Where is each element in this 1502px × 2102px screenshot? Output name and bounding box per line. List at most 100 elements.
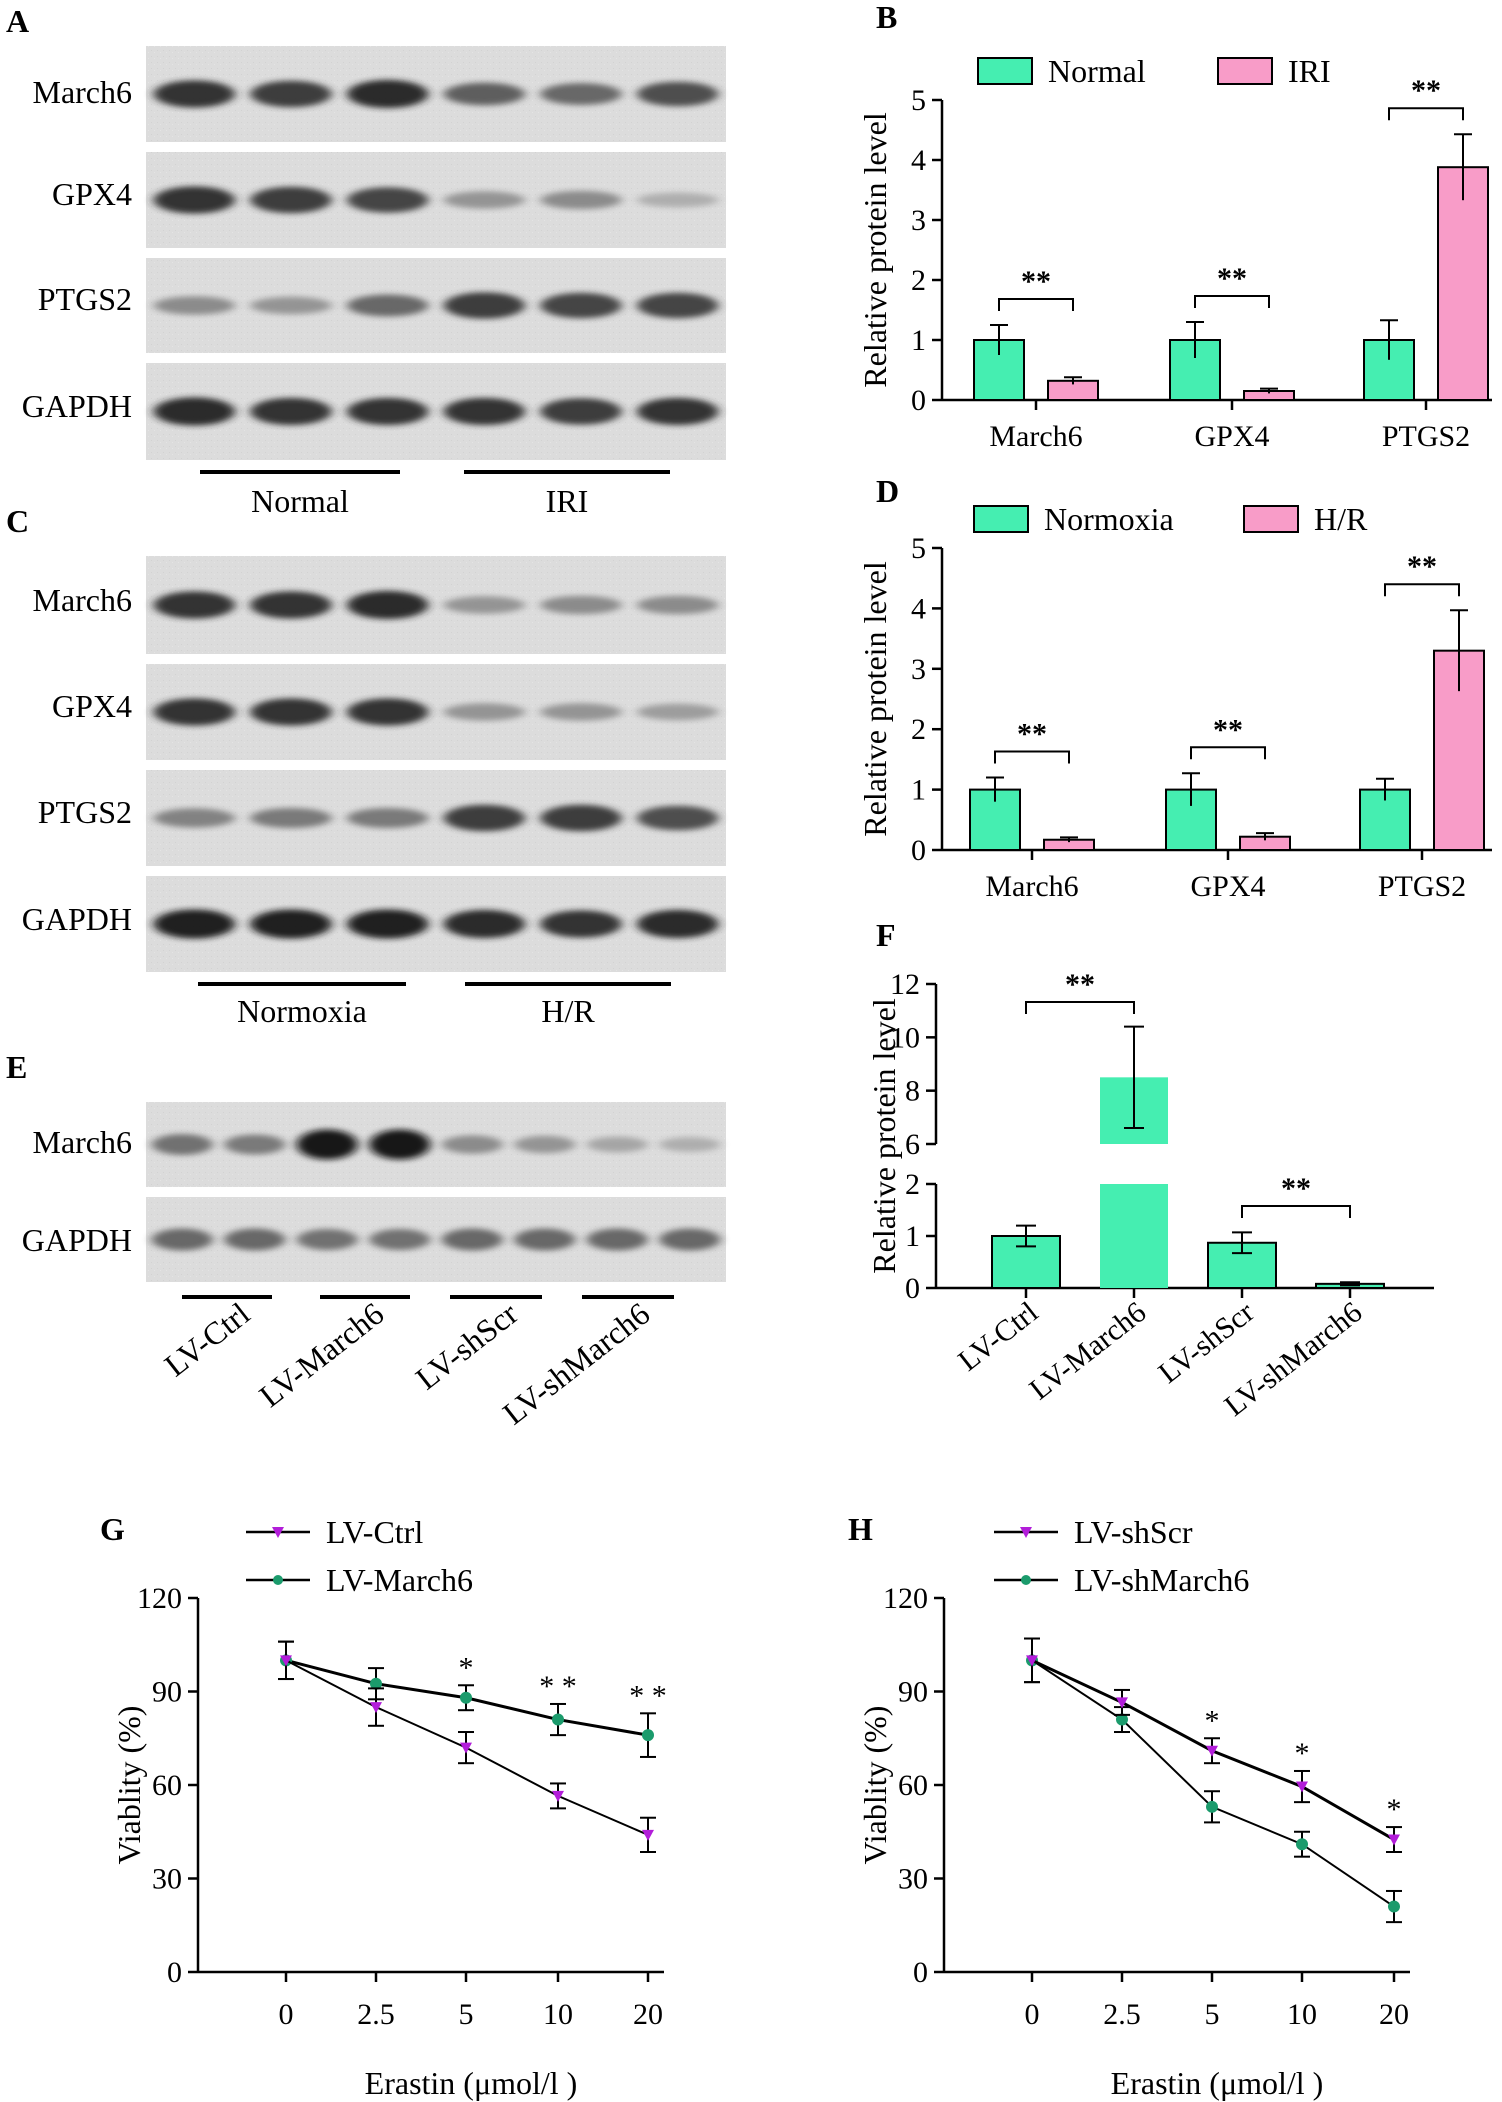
legend-marker-g-1	[273, 1575, 283, 1585]
blot-e-band-r0-l6	[586, 1136, 648, 1153]
x-tick-label-g-1: 2.5	[357, 1998, 395, 2031]
blot-c-band-r3-l0	[153, 909, 235, 939]
y-tick-label-f-6: 12	[890, 968, 920, 1001]
y-axis-title-h: Viablity (%)	[857, 1706, 893, 1865]
sig-bracket-f-1	[1241, 1205, 1351, 1218]
panel-b: B Normal IRI 0 1 2 3 4 5 Relative protein level M…	[857, 0, 1492, 453]
blot-a-band-r0-l1	[250, 80, 332, 108]
blot-c-band-r2-l4	[540, 804, 622, 832]
y-tick-label-b-4: 4	[911, 144, 926, 177]
x-tick-label-b-2: PTGS2	[1382, 420, 1470, 453]
blot-a-label-gapdh: GAPDH	[22, 388, 132, 424]
sig-bracket-d-2	[1384, 583, 1460, 597]
panel-d-letter: D	[876, 473, 899, 509]
panel-g-letter: G	[100, 1511, 125, 1547]
sig-label-d-0: **	[1017, 718, 1047, 751]
blot-a-band-r0-l5	[637, 81, 719, 107]
x-tick-label-h-2: 5	[1205, 1998, 1220, 2031]
y-tick-label-g-3: 90	[152, 1676, 182, 1709]
panel-c: C March6 GPX4 PTGS2 GAPDH Normoxia H/R	[6, 503, 726, 1029]
panel-g: G 0 30 60 90 120 0 2.5 5 10 20 Viablity (%) Erastin…	[100, 1511, 667, 2101]
point-g-1-3	[552, 1713, 564, 1726]
bar-b-2-0	[1363, 339, 1415, 401]
point-g-0-4	[642, 1829, 654, 1841]
y-tick-label-g-1: 30	[152, 1863, 182, 1896]
blot-c-band-r3-l2	[347, 909, 429, 939]
blot-a-band-r1-l3	[443, 191, 525, 209]
y-tick-label-f-3: 6	[905, 1128, 920, 1161]
y-tick-label-h-0: 0	[913, 1956, 928, 1989]
blot-c-band-r1-l4	[540, 703, 622, 721]
y-axis-title-g: Viablity (%)	[111, 1706, 147, 1865]
y-tick-label-b-3: 3	[911, 204, 926, 237]
y-tick-label-b-5: 5	[911, 84, 926, 117]
sig-label-h-4: *	[1387, 1793, 1402, 1826]
blot-a-band-r1-l0	[153, 186, 235, 214]
x-tick-label-f-1: LV-March6	[1023, 1296, 1152, 1407]
y-tick-label-d-0: 0	[911, 834, 926, 867]
blot-e-label-gapdh: GAPDH	[22, 1222, 132, 1258]
y-tick-label-g-0: 0	[167, 1956, 182, 1989]
point-h-0-1	[1116, 1697, 1128, 1709]
blot-a-strip-0	[146, 46, 726, 142]
point-g-0-1	[370, 1702, 382, 1714]
y-tick-label-f-1: 1	[905, 1220, 920, 1253]
blot-a-strip-1	[146, 152, 726, 248]
blot-a-band-r3-l5	[637, 397, 719, 426]
blot-a-band-r1-l2	[347, 187, 429, 213]
legend-swatch-d-0	[973, 505, 1029, 533]
blot-e-band-r1-l3	[369, 1229, 431, 1250]
blot-a-band-r2-l4	[540, 292, 622, 319]
blot-a-strips	[146, 46, 726, 460]
y-tick-label-f-5: 10	[890, 1021, 920, 1054]
legend-label-h-1: LV-shMarch6	[1074, 1562, 1249, 1598]
sig-bracket-f-0	[1025, 1001, 1135, 1014]
blot-c-band-r1-l3	[443, 703, 525, 721]
blot-c-strip-0	[146, 556, 726, 654]
blot-e-band-r1-l6	[586, 1228, 648, 1251]
x-tick-label-h-4: 20	[1379, 1998, 1409, 2031]
y-tick-label-h-3: 90	[898, 1676, 928, 1709]
bar-d-2-0	[1359, 788, 1411, 851]
blot-e-group-lvshmarch6: LV-shMarch6	[496, 1295, 656, 1431]
x-tick-label-d-2: PTGS2	[1378, 870, 1466, 903]
y-tick-label-d-5: 5	[911, 532, 926, 565]
y-tick-label-h-4: 120	[883, 1582, 928, 1615]
x-tick-label-g-3: 10	[543, 1998, 573, 2031]
blot-c-band-r1-l1	[250, 698, 332, 726]
point-h-0-3	[1296, 1781, 1308, 1793]
blot-a-band-r0-l0	[153, 80, 235, 108]
y-tick-label-b-0: 0	[911, 384, 926, 417]
panel-a-letter: A	[6, 3, 29, 39]
x-tick-label-g-2: 5	[459, 1998, 474, 2031]
blot-a-group-iri: IRI	[546, 483, 589, 519]
sig-label-d-2: **	[1407, 550, 1437, 583]
blot-c-strip-2	[146, 770, 726, 866]
blot-c-label-march6: March6	[32, 582, 132, 618]
blot-a-band-r0-l2	[347, 79, 429, 109]
x-tick-label-f-0: LV-Ctrl	[952, 1296, 1044, 1378]
y-tick-label-f-2: 2	[905, 1168, 920, 1201]
blot-c-band-r0-l0	[153, 591, 235, 619]
x-tick-label-h-1: 2.5	[1103, 1998, 1141, 2031]
blot-c-group-normoxia: Normoxia	[237, 993, 367, 1029]
legend-marker-h-0	[1020, 1527, 1032, 1538]
y-tick-label-h-1: 30	[898, 1863, 928, 1896]
panel-b-letter: B	[876, 0, 897, 35]
x-tick-label-h-3: 10	[1287, 1998, 1317, 2031]
legend-label-b-0: Normal	[1048, 53, 1146, 89]
x-tick-label-b-1: GPX4	[1194, 420, 1269, 453]
panel-f-letter: F	[876, 917, 896, 953]
sig-label-h-2: *	[1205, 1704, 1220, 1737]
x-tick-label-b-0: March6	[989, 420, 1082, 453]
panel-e: E March6 GAPDH LV-Ctrl LV-March6 LV-shSc…	[6, 1049, 726, 1432]
y-tick-label-d-3: 3	[911, 653, 926, 686]
y-tick-label-d-4: 4	[911, 592, 926, 625]
point-g-1-4	[642, 1729, 654, 1742]
x-tick-label-g-0: 0	[279, 1998, 294, 2031]
blot-c-strip-3	[146, 876, 726, 972]
blot-e-band-r1-l5	[514, 1228, 576, 1251]
